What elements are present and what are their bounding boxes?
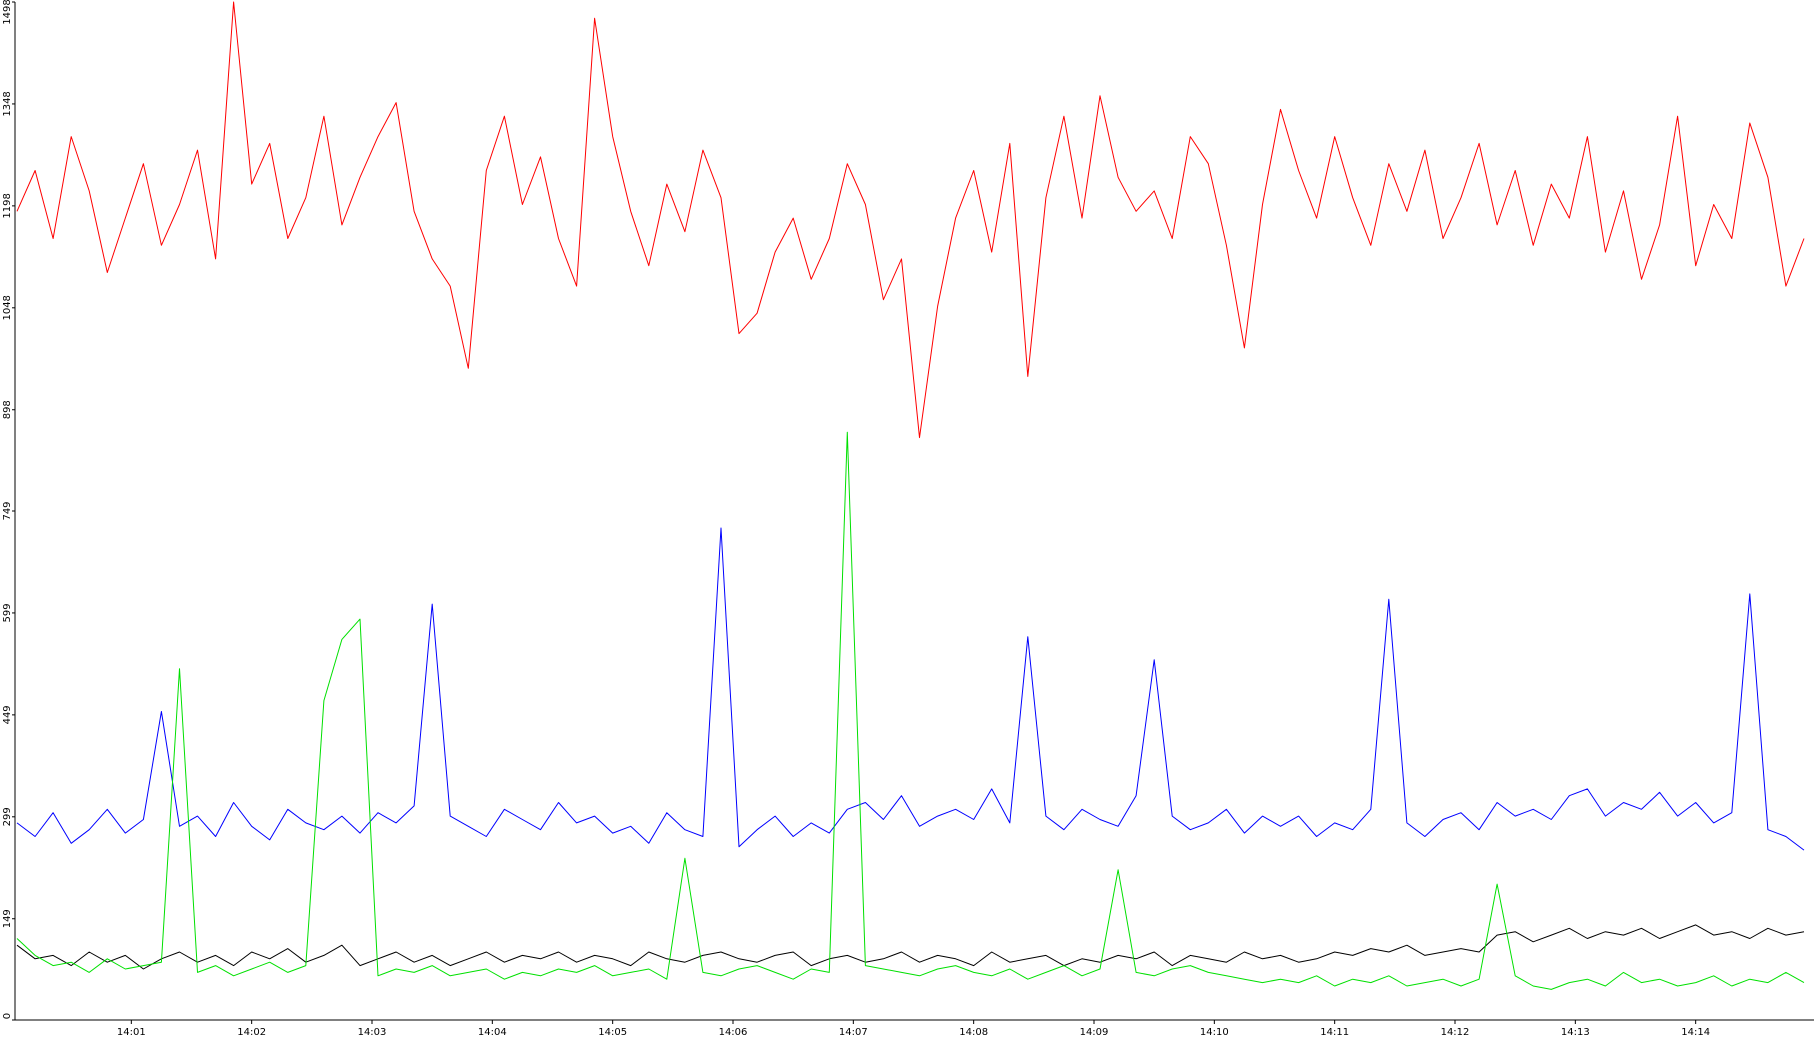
x-tick-label: 14:06 (719, 1027, 748, 1038)
x-tick-label: 14:05 (598, 1027, 627, 1038)
x-tick-label: 14:03 (358, 1027, 387, 1038)
series-line (16, 924, 1805, 970)
x-tick-label: 14:02 (237, 1027, 266, 1038)
y-tick-label: 749 (2, 501, 13, 520)
x-tick-label: 14:14 (1681, 1027, 1710, 1038)
y-tick-label: 299 (2, 807, 13, 826)
x-tick-label: 14:11 (1320, 1027, 1349, 1038)
y-tick-label: 0 (2, 1013, 13, 1019)
x-tick-label: 14:09 (1080, 1027, 1109, 1038)
x-tick-label: 14:10 (1200, 1027, 1229, 1038)
y-tick-label: 1198 (2, 193, 13, 218)
series-line (16, 431, 1805, 990)
y-tick-label: 599 (2, 603, 13, 622)
y-tick-label: 1498 (2, 0, 13, 25)
y-tick-label: 1048 (2, 295, 13, 320)
y-tick-label: 1348 (2, 91, 13, 116)
series-line (16, 527, 1805, 851)
x-tick-label: 14:08 (959, 1027, 988, 1038)
y-tick-label: 449 (2, 705, 13, 724)
y-tick-label: 898 (2, 400, 13, 419)
x-tick-label: 14:04 (478, 1027, 507, 1038)
x-tick-label: 14:13 (1561, 1027, 1590, 1038)
y-tick-label: 149 (2, 909, 13, 928)
x-tick-label: 14:12 (1441, 1027, 1470, 1038)
series-line (16, 1, 1805, 439)
x-tick-label: 14:07 (839, 1027, 868, 1038)
x-tick-label: 14:01 (117, 1027, 146, 1038)
